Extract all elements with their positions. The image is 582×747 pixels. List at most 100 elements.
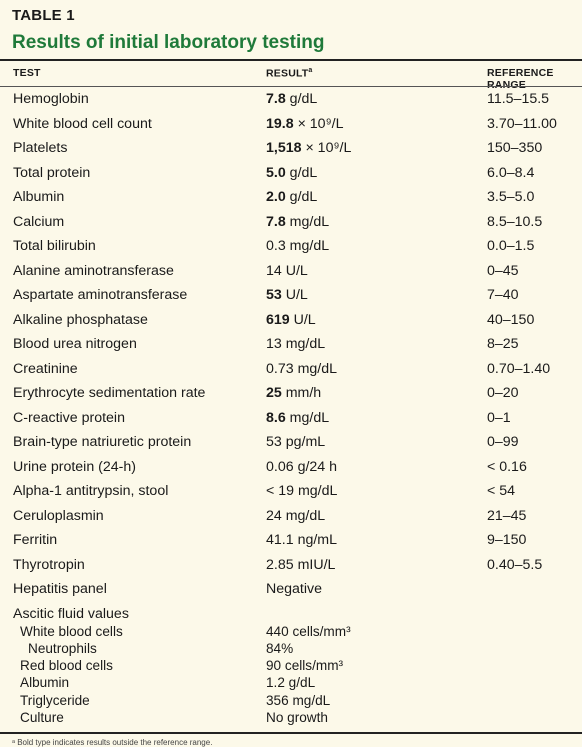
result-number: 2.0	[266, 189, 286, 205]
header-result: RESULTa	[266, 67, 313, 80]
test-name: Ferritin	[13, 532, 58, 548]
result-value: 0.06 g/24 h	[266, 459, 337, 475]
footnote: ᵃ Bold type indicates results outside th…	[12, 738, 213, 747]
result-number: 24	[266, 507, 282, 524]
test-name: Hemoglobin	[13, 91, 89, 107]
test-name: White blood cell count	[13, 115, 152, 132]
test-name: C-reactive protein	[13, 409, 125, 426]
result-number: 0.3	[266, 238, 286, 254]
test-name: Total protein	[13, 164, 91, 181]
result-value: 7.8 mg/dL	[266, 214, 329, 230]
table-row: Total bilirubin 0.3 mg/dL 0.0–1.5	[0, 238, 582, 262]
table-title: Results of initial laboratory testing	[12, 32, 325, 53]
ascitic-row: Neutrophils 84%	[0, 641, 582, 658]
result-number: 19.8	[266, 115, 294, 132]
result-unit: pg/mL	[281, 434, 326, 450]
table-row: White blood cell count 19.8 × 10⁹/L 3.70–1…	[0, 116, 582, 140]
result-value: 5.0 g/dL	[266, 165, 317, 181]
ascitic-test: Triglyceride	[20, 692, 90, 708]
bottom-rule	[0, 732, 582, 734]
table-row: Calcium 7.8 mg/dL 8.5–10.5	[0, 214, 582, 238]
reference-range: 0.0–1.5	[487, 238, 535, 254]
result-unit: g/dL	[285, 164, 318, 181]
reference-range: 0.70–1.40	[487, 360, 551, 377]
result-unit: mg/dL	[294, 483, 338, 499]
reference-range: 11.5–15.5	[487, 91, 550, 107]
ascitic-title-text: Ascitic fluid values	[13, 605, 129, 622]
ascitic-row: White blood cells 440 cells/mm³	[0, 624, 582, 641]
reference-range: 150–350	[487, 140, 543, 156]
result-value: 24 mg/dL	[266, 508, 325, 524]
reference-range: 3.70–11.00	[487, 115, 557, 132]
table-row: Urine protein (24-h) 0.06 g/24 h < 0.16	[0, 459, 582, 483]
test-name: Total bilirubin	[13, 238, 96, 254]
reference-range: 21–45	[487, 507, 527, 524]
ascitic-test: Albumin	[20, 675, 70, 691]
result-value: 2.0 g/dL	[266, 189, 317, 205]
result-number: 7.8	[266, 91, 286, 107]
table-row: Thyrotropin 2.85 mIU/L 0.40–5.5	[0, 557, 582, 581]
result-value: 19.8 × 10⁹/L	[266, 116, 343, 132]
result-number: 2.85	[266, 556, 294, 573]
result-number: 5.0	[266, 164, 286, 181]
test-name: Albumin	[13, 189, 65, 205]
result-unit: g/dL	[285, 91, 318, 107]
result-number: 1,518	[266, 140, 302, 156]
test-name: Creatinine	[13, 360, 78, 377]
result-value: 0.73 mg/dL	[266, 361, 337, 377]
reference-range: < 54	[487, 483, 516, 499]
top-rule	[0, 59, 582, 61]
result-value: 2.85 mIU/L	[266, 557, 335, 573]
header-rule	[0, 86, 582, 87]
reference-range: 9–150	[487, 532, 527, 548]
table-row: Albumin 2.0 g/dL 3.5–5.0	[0, 189, 582, 213]
result-unit: × 10⁹/L	[301, 140, 352, 156]
test-name: Blood urea nitrogen	[13, 336, 137, 352]
reference-range: 0.40–5.5	[487, 556, 543, 573]
table-row: Erythrocyte sedimentation rate 25 mm/h 0–2…	[0, 385, 582, 409]
result-unit: mg/dL	[281, 507, 326, 524]
ascitic-value: 356 mg/dL	[266, 692, 331, 708]
result-number: 13	[266, 336, 282, 352]
result-number: 14	[266, 262, 282, 279]
result-unit: mm/h	[281, 385, 322, 401]
result-number: 41.1	[266, 532, 294, 548]
test-name: Erythrocyte sedimentation rate	[13, 385, 206, 401]
table-row: Aspartate aminotransferase 53 U/L 7–40	[0, 287, 582, 311]
reference-range: 0–45	[487, 262, 519, 279]
result-unit: U/L	[289, 311, 316, 328]
result-unit: g/24 h	[293, 458, 338, 475]
result-number: 619	[266, 311, 290, 328]
result-unit: mg/dL	[285, 238, 330, 254]
ascitic-value: 84%	[266, 640, 294, 656]
result-number: 0.06	[266, 458, 294, 475]
result-number: 53	[266, 434, 282, 450]
table-row: Alkaline phosphatase 619 U/L 40–150	[0, 312, 582, 336]
table-row: Blood urea nitrogen 13 mg/dL 8–25	[0, 336, 582, 360]
result-unit: mg/dL	[285, 213, 330, 230]
table-row: Creatinine 0.73 mg/dL 0.70–1.40	[0, 361, 582, 385]
result-value: Negative	[266, 581, 322, 597]
result-unit: mg/dL	[285, 409, 330, 426]
reference-range: 8–25	[487, 336, 519, 352]
ascitic-test: Culture	[20, 710, 64, 725]
result-number: 25	[266, 385, 282, 401]
header-test: TEST	[13, 67, 41, 79]
table-label: TABLE 1	[12, 7, 75, 24]
header-result-text: RESULT	[266, 67, 309, 80]
reference-range: 3.5–5.0	[487, 189, 535, 205]
result-number: 0.73	[266, 360, 294, 377]
result-value: 0.3 mg/dL	[266, 238, 329, 254]
reference-range: 0–1	[487, 409, 511, 426]
table-row: Ceruloplasmin 24 mg/dL 21–45	[0, 508, 582, 532]
table-row: Total protein 5.0 g/dL 6.0–8.4	[0, 165, 582, 189]
ascitic-row: Red blood cells 90 cells/mm³	[0, 658, 582, 675]
reference-range: 7–40	[487, 287, 519, 303]
ascitic-value: 90 cells/mm³	[266, 658, 344, 674]
test-name: Calcium	[13, 213, 65, 230]
result-number: Negative	[266, 581, 322, 597]
result-unit: mIU/L	[293, 556, 336, 573]
table-row: Alanine aminotransferase 14 U/L 0–45	[0, 263, 582, 287]
result-number: 53	[266, 287, 282, 303]
test-name: Thyrotropin	[13, 556, 85, 573]
